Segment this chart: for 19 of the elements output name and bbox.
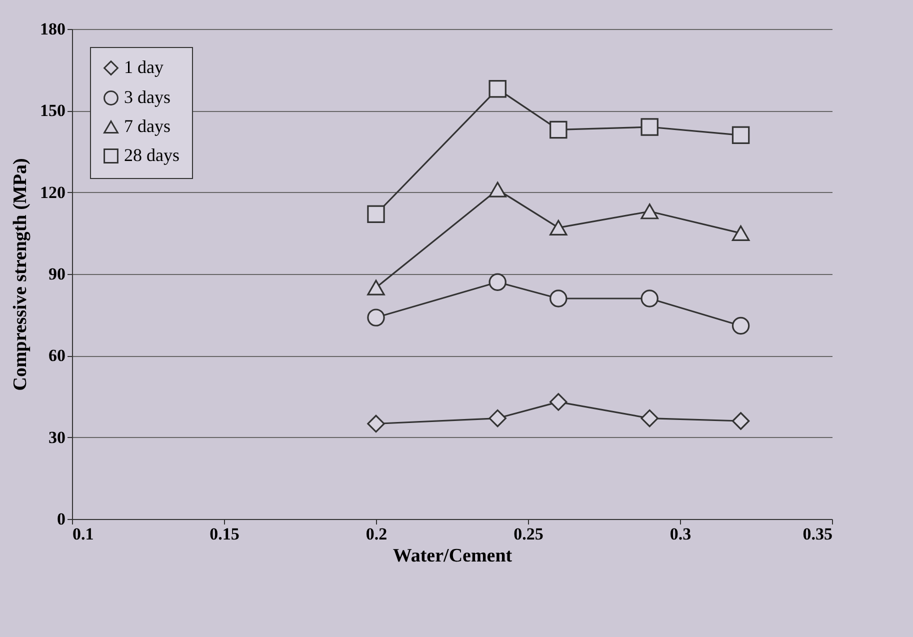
y-tick-label: 120 bbox=[40, 182, 66, 202]
legend-label: 3 days bbox=[124, 87, 170, 107]
x-axis-title: Water/Cement bbox=[392, 546, 513, 566]
x-tick-label: 0.2 bbox=[366, 524, 388, 544]
y-tick-label: 0 bbox=[57, 510, 66, 528]
y-tick-label: 150 bbox=[40, 101, 66, 120]
legend-label: 1 day bbox=[124, 57, 164, 77]
y-axis-title: Compressive strength (MPa) bbox=[10, 158, 31, 391]
x-tick-label: 0.1 bbox=[72, 524, 94, 544]
x-tick-label: 0.3 bbox=[670, 524, 692, 544]
y-tick-label: 60 bbox=[48, 346, 66, 366]
y-tick-label: 180 bbox=[40, 20, 66, 38]
y-tick-label: 90 bbox=[48, 264, 66, 284]
x-tick-label: 0.35 bbox=[802, 524, 832, 544]
y-tick-label: 30 bbox=[48, 428, 66, 447]
legend-label: 7 days bbox=[124, 116, 170, 136]
x-tick-label: 0.25 bbox=[514, 524, 544, 544]
legend-label: 28 days bbox=[124, 145, 180, 165]
x-tick-label: 0.15 bbox=[210, 524, 240, 544]
